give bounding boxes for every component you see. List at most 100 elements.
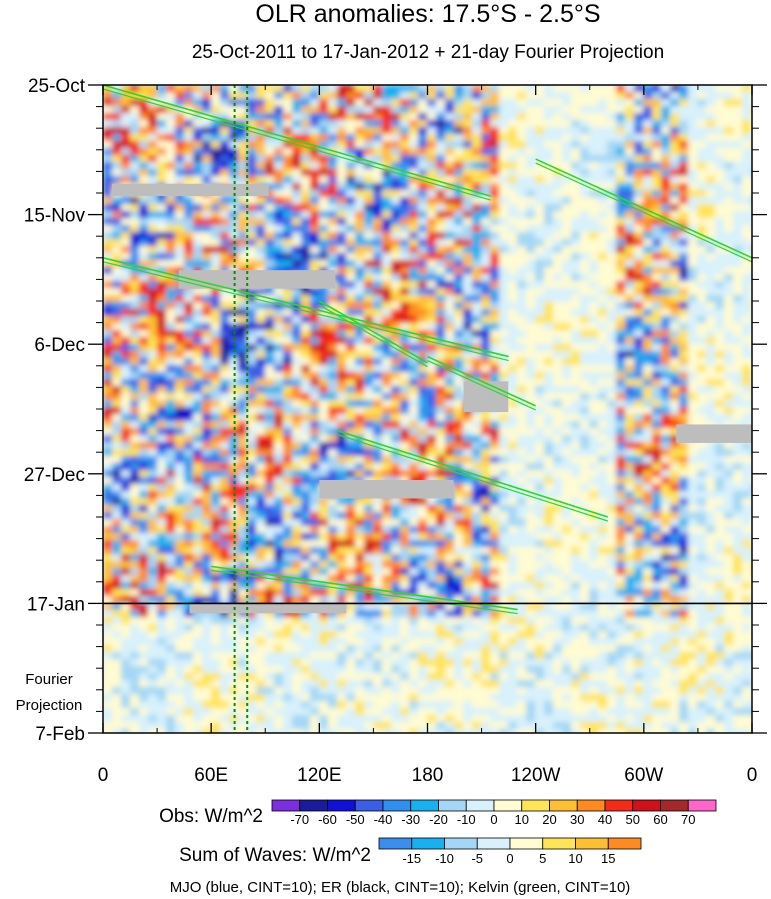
- field-cell: [661, 197, 671, 205]
- field-cell: [301, 155, 311, 163]
- field-cell: [607, 442, 617, 450]
- field-cell: [355, 323, 365, 331]
- field-cell: [418, 141, 428, 149]
- field-cell: [121, 526, 131, 534]
- field-cell: [445, 204, 455, 212]
- field-cell: [706, 267, 716, 275]
- field-cell: [337, 372, 347, 380]
- field-cell: [202, 309, 212, 317]
- field-cell: [526, 246, 536, 254]
- field-cell: [328, 288, 338, 296]
- field-cell: [472, 239, 482, 247]
- field-cell: [742, 379, 752, 387]
- field-cell: [562, 155, 572, 163]
- field-cell: [319, 351, 329, 359]
- field-cell: [661, 505, 671, 513]
- field-cell: [526, 337, 536, 345]
- field-cell: [571, 211, 581, 219]
- field-cell: [220, 393, 230, 401]
- field-cell: [463, 491, 473, 499]
- field-cell: [337, 99, 347, 107]
- field-cell: [319, 407, 329, 415]
- field-cell: [499, 435, 509, 443]
- field-cell: [301, 372, 311, 380]
- field-cell: [481, 134, 491, 142]
- field-cell: [229, 512, 239, 520]
- field-cell: [202, 386, 212, 394]
- field-cell: [139, 176, 149, 184]
- field-cell: [670, 155, 680, 163]
- field-cell: [436, 323, 446, 331]
- field-cell: [571, 169, 581, 177]
- field-cell: [724, 470, 734, 478]
- field-cell: [121, 491, 131, 499]
- field-cell: [247, 337, 257, 345]
- field-cell: [733, 274, 743, 282]
- field-cell: [463, 148, 473, 156]
- field-cell: [400, 351, 410, 359]
- field-cell: [652, 253, 662, 261]
- field-cell: [292, 113, 302, 121]
- field-cell: [454, 330, 464, 338]
- field-cell: [211, 519, 221, 527]
- field-cell: [292, 288, 302, 296]
- field-cell: [724, 519, 734, 527]
- field-cell: [598, 421, 608, 429]
- field-cell: [535, 232, 545, 240]
- field-cell: [112, 421, 122, 429]
- field-cell: [193, 365, 203, 373]
- field-cell: [544, 337, 554, 345]
- field-cell: [697, 253, 707, 261]
- field-cell: [661, 491, 671, 499]
- field-cell: [553, 274, 563, 282]
- field-cell: [400, 512, 410, 520]
- field-cell: [553, 512, 563, 520]
- field-cell: [391, 428, 401, 436]
- field-cell: [382, 274, 392, 282]
- field-cell: [526, 526, 536, 534]
- field-cell: [652, 470, 662, 478]
- field-cell: [436, 260, 446, 268]
- field-cell: [355, 183, 365, 191]
- field-cell: [355, 400, 365, 408]
- field-cell: [661, 533, 671, 541]
- field-cell: [706, 484, 716, 492]
- field-cell: [679, 379, 689, 387]
- field-cell: [193, 127, 203, 135]
- field-cell: [661, 162, 671, 170]
- field-cell: [337, 358, 347, 366]
- field-cell: [526, 253, 536, 261]
- field-cell: [607, 267, 617, 275]
- field-cell: [130, 288, 140, 296]
- field-cell: [670, 414, 680, 422]
- field-cell: [616, 526, 626, 534]
- field-cell: [184, 323, 194, 331]
- field-cell: [364, 316, 374, 324]
- field-cell: [472, 162, 482, 170]
- field-cell: [130, 533, 140, 541]
- field-cell: [589, 197, 599, 205]
- field-cell: [247, 407, 257, 415]
- field-cell: [643, 85, 653, 93]
- field-cell: [283, 330, 293, 338]
- field-cell: [508, 232, 518, 240]
- field-cell: [409, 197, 419, 205]
- field-cell: [490, 120, 500, 128]
- field-cell: [526, 533, 536, 541]
- field-cell: [346, 106, 356, 114]
- field-cell: [121, 288, 131, 296]
- field-cell: [526, 330, 536, 338]
- field-cell: [337, 239, 347, 247]
- field-cell: [733, 533, 743, 541]
- field-cell: [499, 456, 509, 464]
- field-cell: [724, 246, 734, 254]
- field-cell: [166, 141, 176, 149]
- field-cell: [409, 190, 419, 198]
- field-cell: [544, 484, 554, 492]
- field-cell: [220, 379, 230, 387]
- field-cell: [445, 113, 455, 121]
- field-cell: [292, 519, 302, 527]
- field-cell: [103, 169, 113, 177]
- field-cell: [535, 274, 545, 282]
- field-cell: [166, 330, 176, 338]
